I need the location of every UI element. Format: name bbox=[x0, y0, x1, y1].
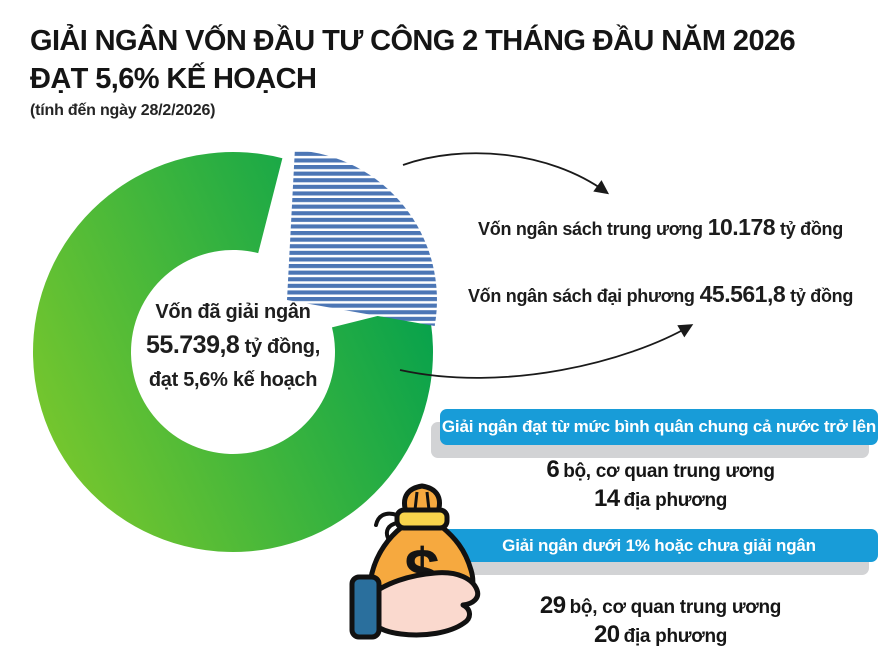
title-date-note: (tính đến ngày 28/2/2026) bbox=[30, 102, 216, 119]
donut-slice-central-budget bbox=[287, 150, 437, 326]
donut-center-label: Vốn đã giải ngân 55.739,8 tỷ đồng, đạt 5… bbox=[123, 296, 343, 397]
banner-above-average-label: Giải ngân đạt từ mức bình quân chung cả … bbox=[441, 417, 877, 436]
stats-above-average: 6 bộ, cơ quan trung ương 14 địa phương bbox=[440, 456, 881, 514]
callout-central-budget: Vốn ngân sách trung ương 10.178 tỷ đồng bbox=[440, 214, 881, 241]
stats-below-one-percent: 29 bộ, cơ quan trung ương 20 địa phương bbox=[440, 592, 881, 650]
stat-value: 20 bbox=[593, 621, 620, 648]
callout-central-value: 10.178 bbox=[707, 214, 776, 240]
sleeve-cuff bbox=[349, 574, 382, 640]
money-bag-knot-creases bbox=[413, 491, 431, 511]
center-line1: Vốn đã giải ngân bbox=[155, 301, 311, 323]
stat-label: địa phương bbox=[623, 490, 728, 511]
center-total-value: 55.739,8 bbox=[146, 331, 240, 359]
center-line3: đạt 5,6% kế hoạch bbox=[148, 369, 318, 391]
callout-local-value: 45.561,8 bbox=[699, 281, 786, 307]
stat-line: 29 bộ, cơ quan trung ương bbox=[440, 592, 881, 621]
callout-local-unit: tỷ đồng bbox=[790, 286, 854, 306]
banner-above-average: Giải ngân đạt từ mức bình quân chung cả … bbox=[440, 409, 878, 445]
donut-slice-local-budget bbox=[33, 152, 434, 553]
stat-value: 6 bbox=[546, 456, 560, 483]
page-title-line1: GIẢI NGÂN VỐN ĐẦU TƯ CÔNG 2 THÁNG ĐẦU NĂ… bbox=[30, 25, 796, 57]
stat-label: bộ, cơ quan trung ương bbox=[563, 461, 775, 482]
callout-local-label: Vốn ngân sách đại phương bbox=[467, 286, 695, 306]
stat-line: 14 địa phương bbox=[440, 485, 881, 514]
callout-central-label: Vốn ngân sách trung ương bbox=[478, 219, 703, 239]
banner-below-one-percent: Giải ngân dưới 1% hoặc chưa giải ngân bbox=[440, 529, 878, 562]
callout-local-budget: Vốn ngân sách đại phương 45.561,8 tỷ đồng bbox=[440, 281, 881, 308]
stat-value: 14 bbox=[593, 485, 620, 512]
money-bag-knot bbox=[402, 483, 442, 515]
stat-label: địa phương bbox=[623, 626, 728, 647]
stat-label: bộ, cơ quan trung ương bbox=[569, 597, 782, 618]
callout-central-unit: tỷ đồng bbox=[780, 219, 843, 239]
center-line2: 55.739,8 tỷ đồng, bbox=[123, 329, 343, 364]
banner-below-one-percent-label: Giải ngân dưới 1% hoặc chưa giải ngân bbox=[502, 535, 816, 555]
arrow-to-local-budget bbox=[399, 324, 694, 379]
hand-palm bbox=[367, 570, 481, 638]
stat-line: 20 địa phương bbox=[440, 621, 881, 650]
money-bag-strings bbox=[374, 511, 399, 540]
arrow-to-central-budget bbox=[402, 152, 610, 195]
stat-line: 6 bộ, cơ quan trung ương bbox=[440, 456, 881, 485]
title-block: GIẢI NGÂN VỐN ĐẦU TƯ CÔNG 2 THÁNG ĐẦU NĂ… bbox=[30, 22, 850, 120]
money-bag-in-hand-icon: $ bbox=[349, 483, 481, 640]
center-total-unit: tỷ đồng, bbox=[239, 336, 321, 358]
stat-value: 29 bbox=[539, 592, 566, 619]
money-bag-band bbox=[394, 507, 450, 531]
page-title-line2: ĐẠT 5,6% KẾ HOẠCH bbox=[30, 63, 317, 95]
